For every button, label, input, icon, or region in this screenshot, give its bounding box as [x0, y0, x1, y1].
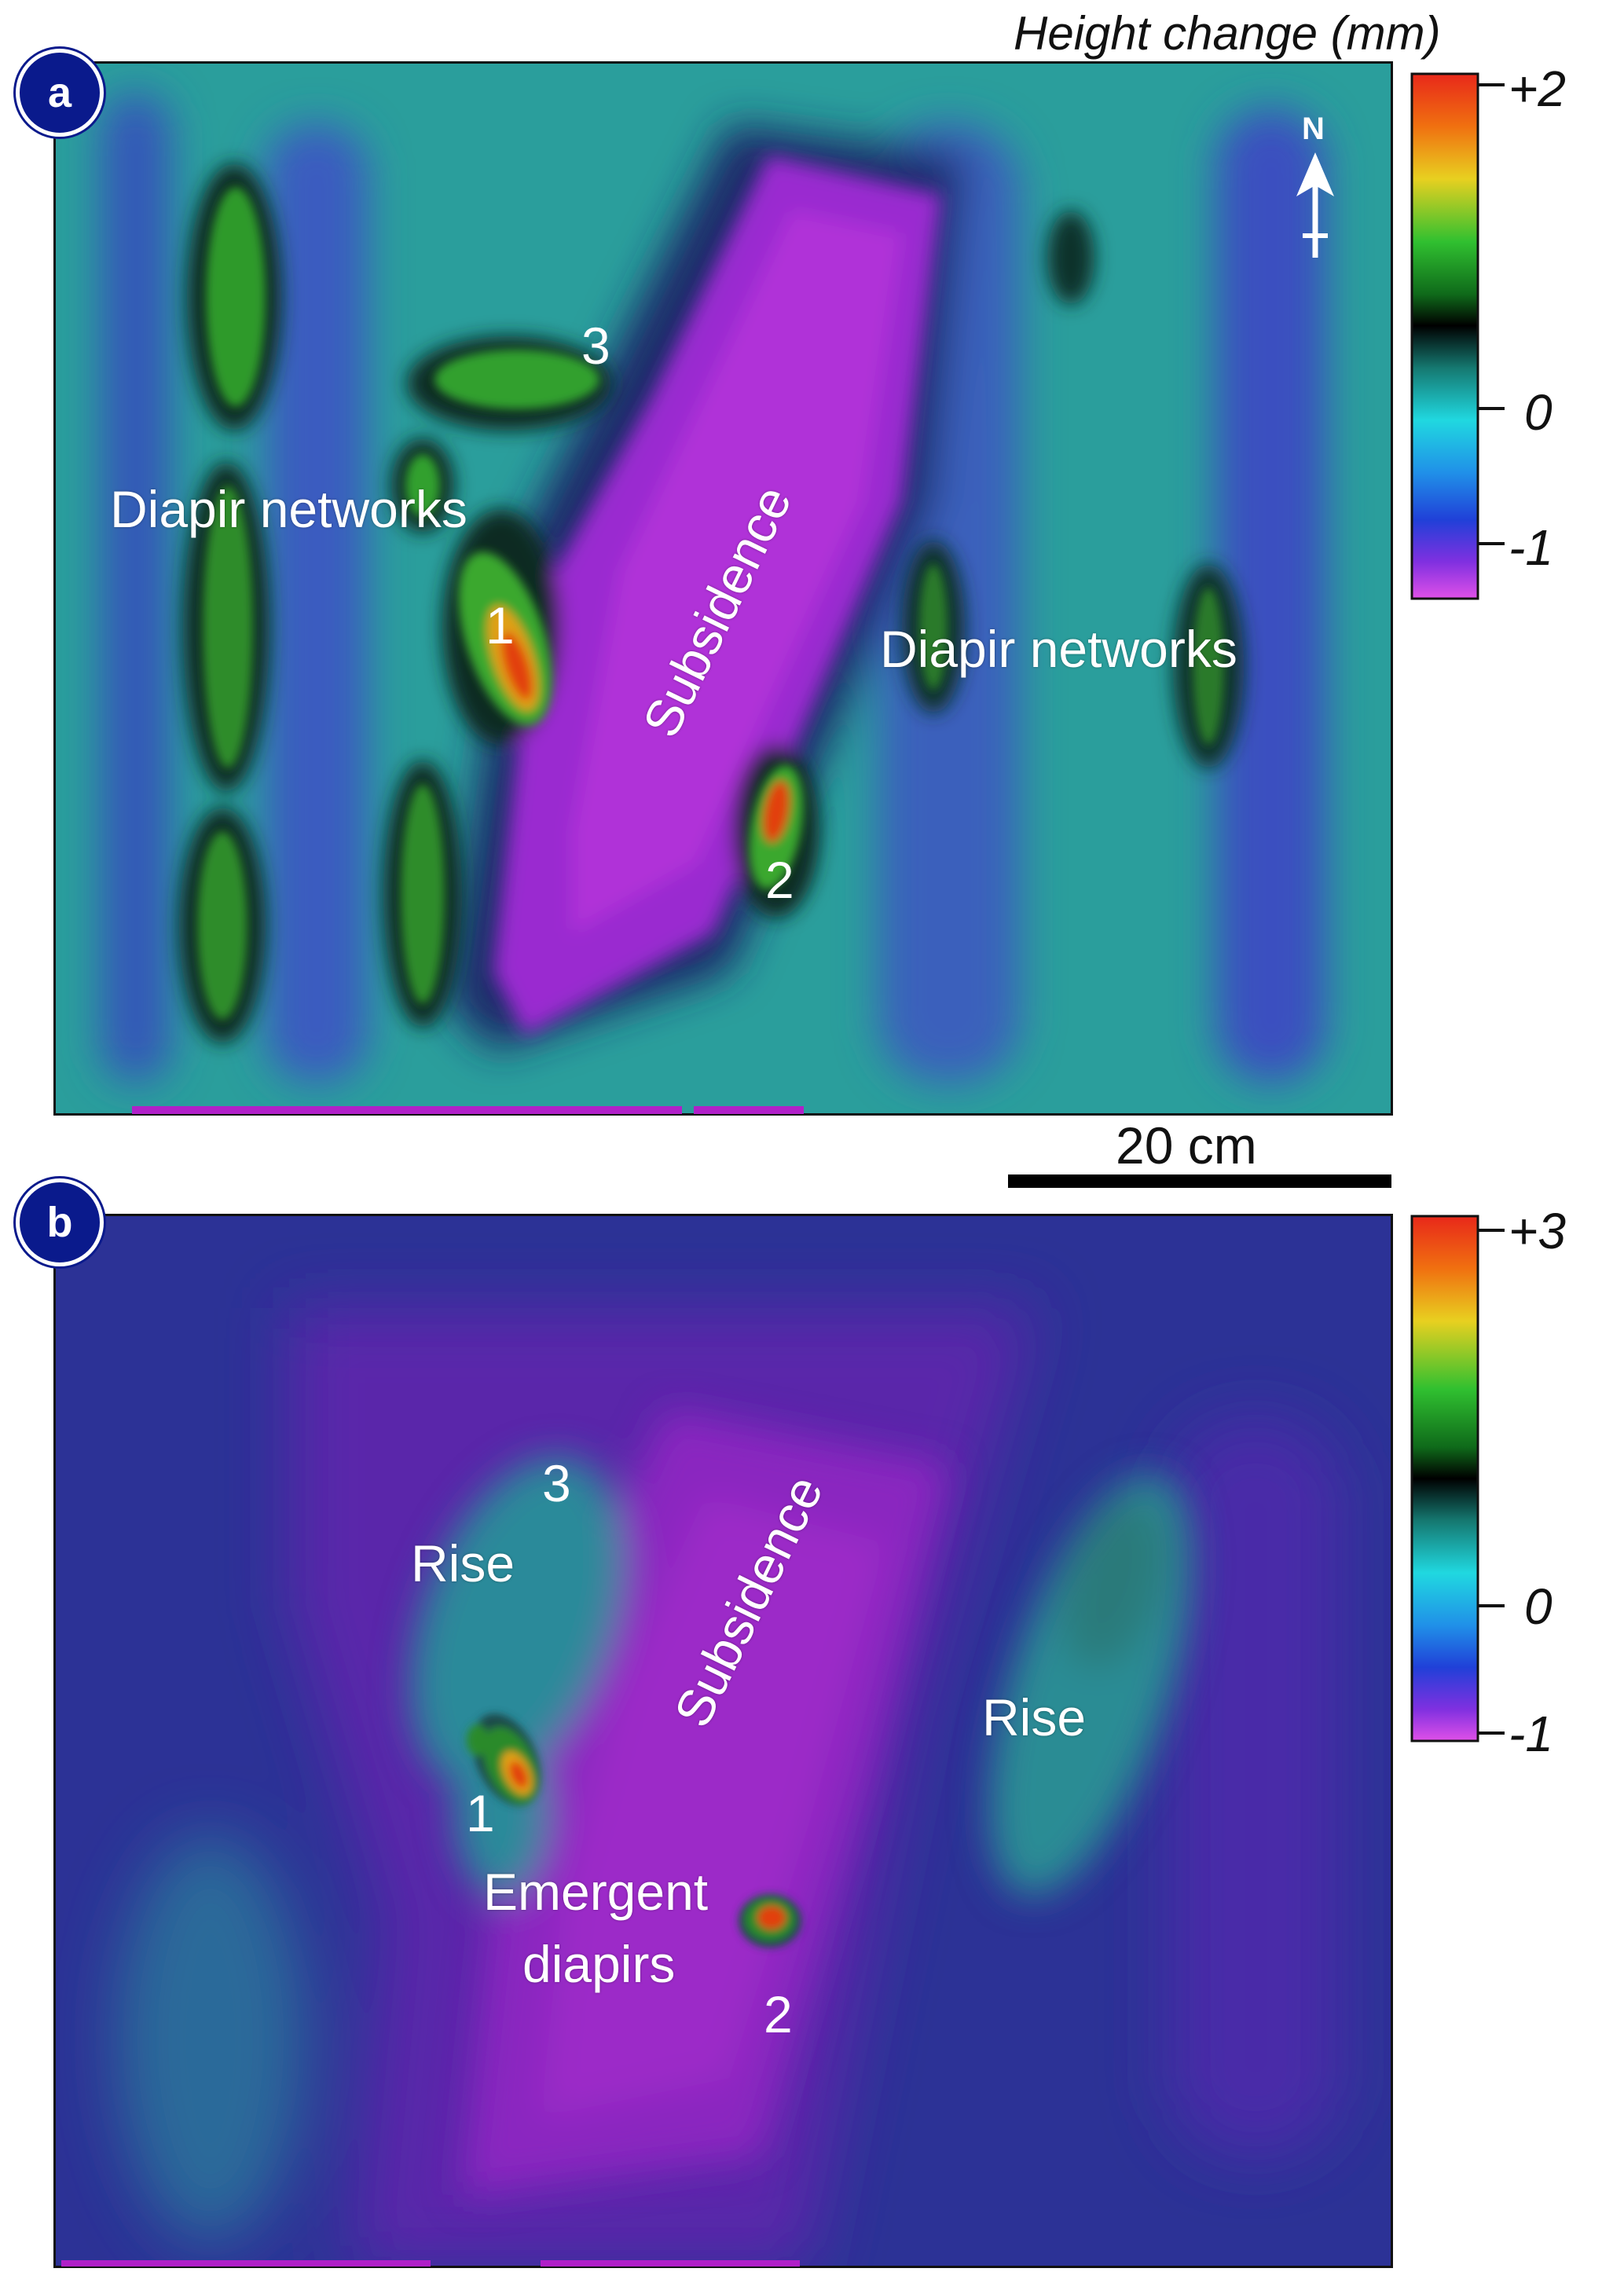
label-emergent: Emergent: [483, 1863, 709, 1921]
label-diapir-networks-left: Diapir networks: [110, 480, 467, 538]
colorbar-a: [1410, 72, 1505, 600]
label-rise-right: Rise: [982, 1688, 1087, 1746]
label-diapir-networks-right: Diapir networks: [880, 620, 1237, 678]
colorbar-a-label-min: -1: [1509, 519, 1553, 576]
north-arrow-icon: [1296, 152, 1334, 258]
panel-b-badge: b: [16, 1178, 104, 1266]
label-rise-left: Rise: [411, 1534, 515, 1592]
colorbar-b-label-mid: 0: [1524, 1578, 1553, 1635]
panel-a-badge: a: [16, 49, 104, 137]
label-diapir-2-a: 2: [765, 851, 794, 909]
colorbar-a-label-max: +2: [1509, 60, 1566, 117]
colorbar-a-label-mid: 0: [1524, 384, 1553, 441]
label-diapir-3-b: 3: [542, 1454, 571, 1512]
colorbar-b: [1410, 1215, 1505, 1742]
north-label: N: [1302, 112, 1325, 146]
label-diapir-2-b: 2: [764, 1985, 793, 2043]
scale-bar-label: 20 cm: [1116, 1116, 1257, 1174]
label-diapir-1-b: 1: [466, 1784, 495, 1842]
panel-a-map: [53, 61, 1393, 1116]
label-diapir-1-a: 1: [486, 596, 515, 654]
colorbar-title: Height change (mm): [1014, 7, 1441, 60]
panel-b-map: [53, 1214, 1393, 2268]
label-diapirs: diapirs: [522, 1935, 676, 1993]
colorbar-b-label-max: +3: [1509, 1203, 1566, 1259]
colorbar-b-label-min: -1: [1509, 1706, 1553, 1762]
scale-bar: [1008, 1174, 1391, 1188]
label-diapir-3-a: 3: [581, 317, 610, 375]
